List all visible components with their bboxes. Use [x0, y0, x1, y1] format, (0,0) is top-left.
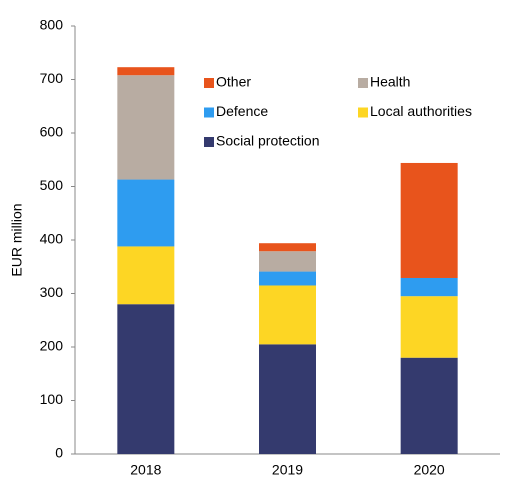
bar-segment: [117, 179, 175, 247]
y-tick-label: 0: [55, 445, 63, 461]
bar-segment: [400, 357, 458, 454]
legend-label: Defence: [216, 103, 268, 119]
y-tick-label: 700: [40, 70, 64, 86]
bar-segment: [117, 246, 175, 305]
y-axis-title: EUR million: [9, 203, 25, 276]
legend-swatch: [204, 137, 214, 147]
x-tick-label: 2019: [272, 462, 303, 478]
bar-segment: [259, 251, 316, 272]
y-tick-label: 200: [40, 338, 64, 354]
legend-label: Other: [216, 74, 251, 90]
y-tick-label: 600: [40, 124, 64, 140]
bar-segment: [117, 67, 175, 76]
legend-swatch: [204, 107, 214, 118]
bar-segment: [259, 271, 316, 286]
y-tick-label: 500: [40, 177, 64, 193]
legend-label: Health: [370, 74, 410, 90]
legend-swatch: [204, 78, 214, 88]
legend-swatch: [358, 78, 368, 88]
y-tick-label: 800: [40, 17, 64, 33]
legend-label: Social protection: [216, 133, 320, 149]
y-tick-label: 400: [40, 231, 64, 247]
bar-segment: [400, 296, 458, 358]
bar-segment: [259, 243, 316, 252]
bar-segment: [400, 162, 458, 278]
bar-segment: [400, 277, 458, 297]
y-tick-label: 100: [40, 391, 64, 407]
x-tick-label: 2020: [414, 462, 445, 478]
bar-segment: [259, 285, 316, 345]
x-tick-label: 2018: [130, 462, 161, 478]
legend-swatch: [358, 107, 368, 118]
bar-segment: [117, 75, 175, 180]
legend-label: Local authorities: [370, 103, 472, 119]
y-tick-label: 300: [40, 284, 64, 300]
bar-segment: [117, 304, 175, 454]
bar-segment: [259, 344, 316, 454]
